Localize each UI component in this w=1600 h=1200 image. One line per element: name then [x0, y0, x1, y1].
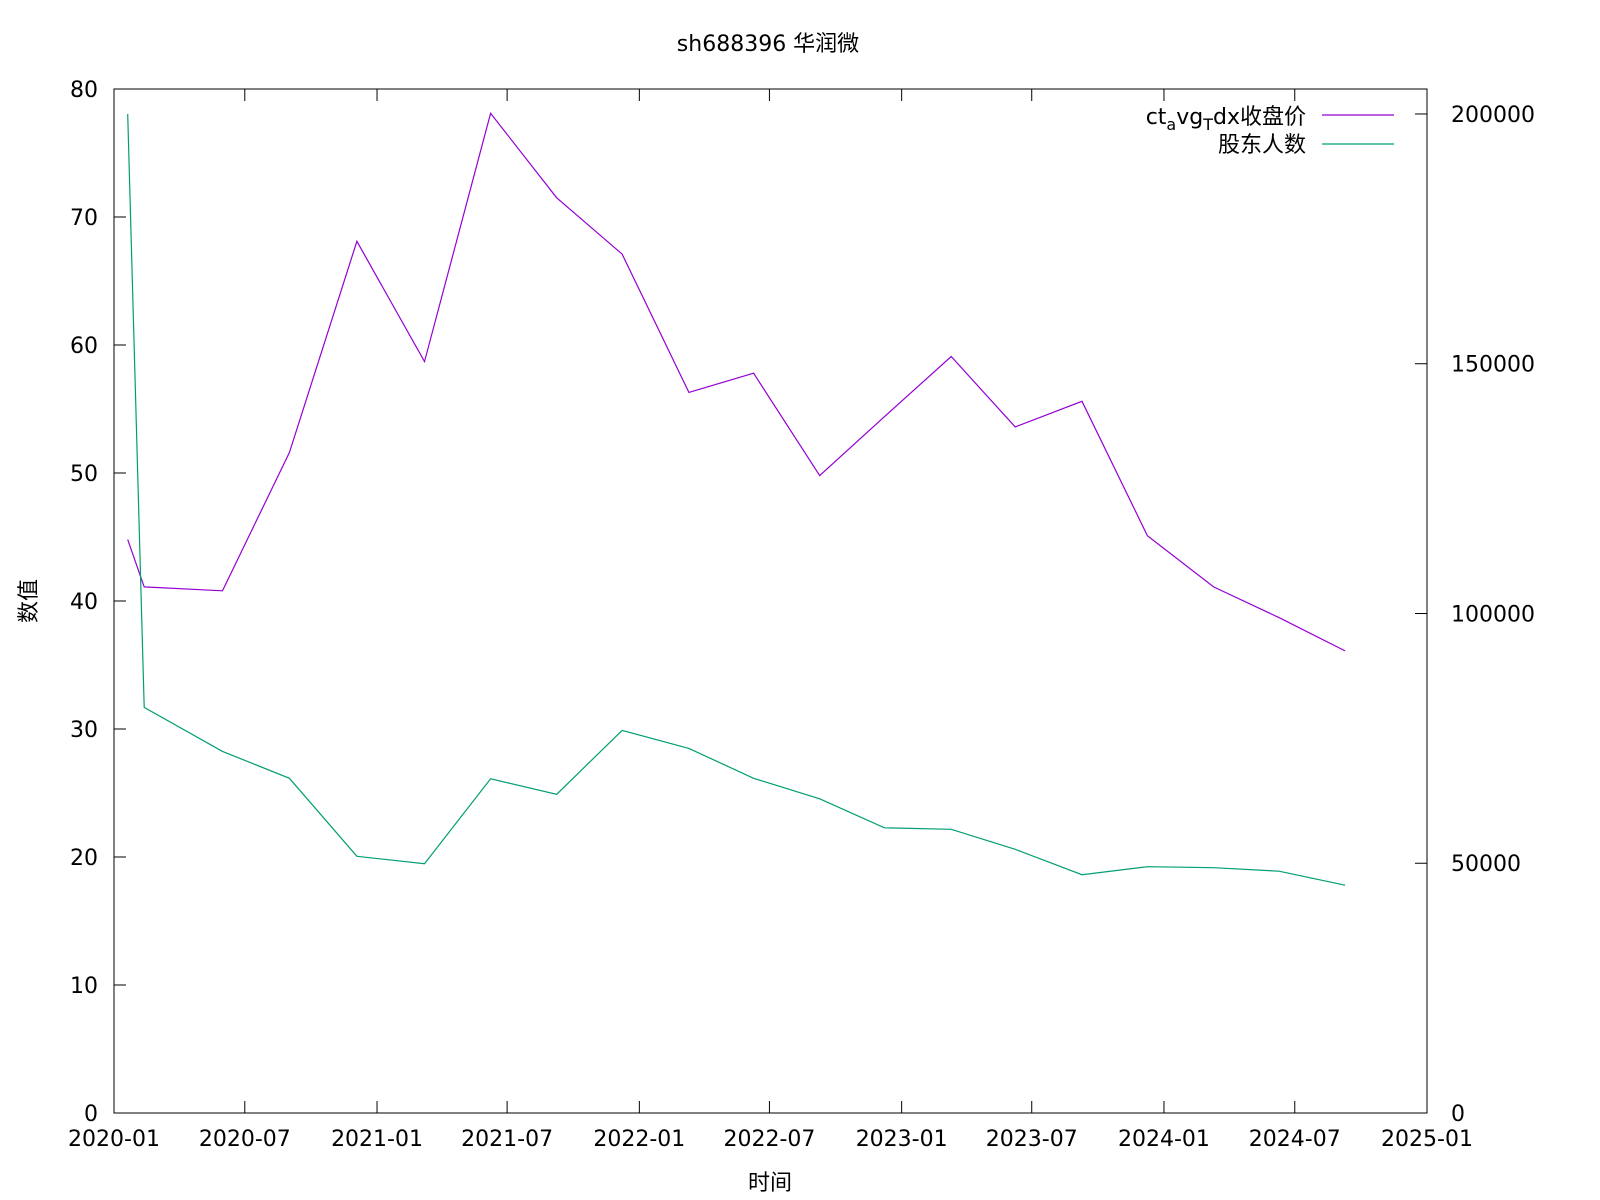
x-tick-label: 2020-01	[68, 1127, 160, 1152]
chart-title: sh688396 华润微	[677, 32, 859, 57]
y-tick-label: 40	[70, 590, 98, 615]
x-tick-label: 2020-07	[199, 1127, 291, 1152]
plot-frame	[113, 88, 1428, 1114]
legend: ctavgTdx收盘价 股东人数	[1146, 105, 1394, 158]
x-tick-label: 2021-07	[461, 1127, 553, 1152]
legend-label-holders: 股东人数	[1218, 133, 1306, 158]
series-lines	[127, 111, 1346, 886]
y-tick-label: 0	[84, 1102, 98, 1127]
x-tick-label: 2024-01	[1118, 1127, 1210, 1152]
y-tick-label: 70	[70, 206, 98, 231]
legend-label-price: ctavgTdx收盘价	[1146, 105, 1306, 134]
y-tick-label: 80	[70, 78, 98, 103]
x-axis-title: 时间	[748, 1171, 792, 1196]
y2-tick-label: 0	[1451, 1102, 1465, 1127]
y-tick-label: 50	[70, 462, 98, 487]
y-tick-label: 60	[70, 334, 98, 359]
x-tick-label: 2023-07	[986, 1127, 1078, 1152]
x-tick-label: 2023-01	[856, 1127, 948, 1152]
x-axis-ticks: 2020-01 2020-07 2021-01 2021-07 2022-01 2022-…	[68, 89, 1473, 1152]
x-tick-label: 2025-01	[1381, 1127, 1473, 1152]
y-axis-title: 数值	[17, 579, 42, 623]
y-tick-label: 30	[70, 718, 98, 743]
y-axis-ticks: 0 10 20 30 40 50 60 70 80	[70, 78, 126, 1127]
y2-axis-ticks: 0 50000 100000 150000 200000	[1415, 103, 1535, 1127]
y2-tick-label: 100000	[1451, 602, 1535, 627]
x-tick-label: 2021-01	[331, 1127, 423, 1152]
x-tick-label: 2022-07	[723, 1127, 815, 1152]
x-tick-label: 2024-07	[1249, 1127, 1341, 1152]
x-tick-label: 2022-01	[593, 1127, 685, 1152]
y-tick-label: 20	[70, 846, 98, 871]
y2-tick-label: 50000	[1451, 852, 1521, 877]
series-line-1	[127, 113, 1346, 886]
series-line-0	[127, 111, 1346, 652]
y-tick-label: 10	[70, 974, 98, 999]
y2-tick-label: 200000	[1451, 103, 1535, 128]
y2-tick-label: 150000	[1451, 353, 1535, 378]
